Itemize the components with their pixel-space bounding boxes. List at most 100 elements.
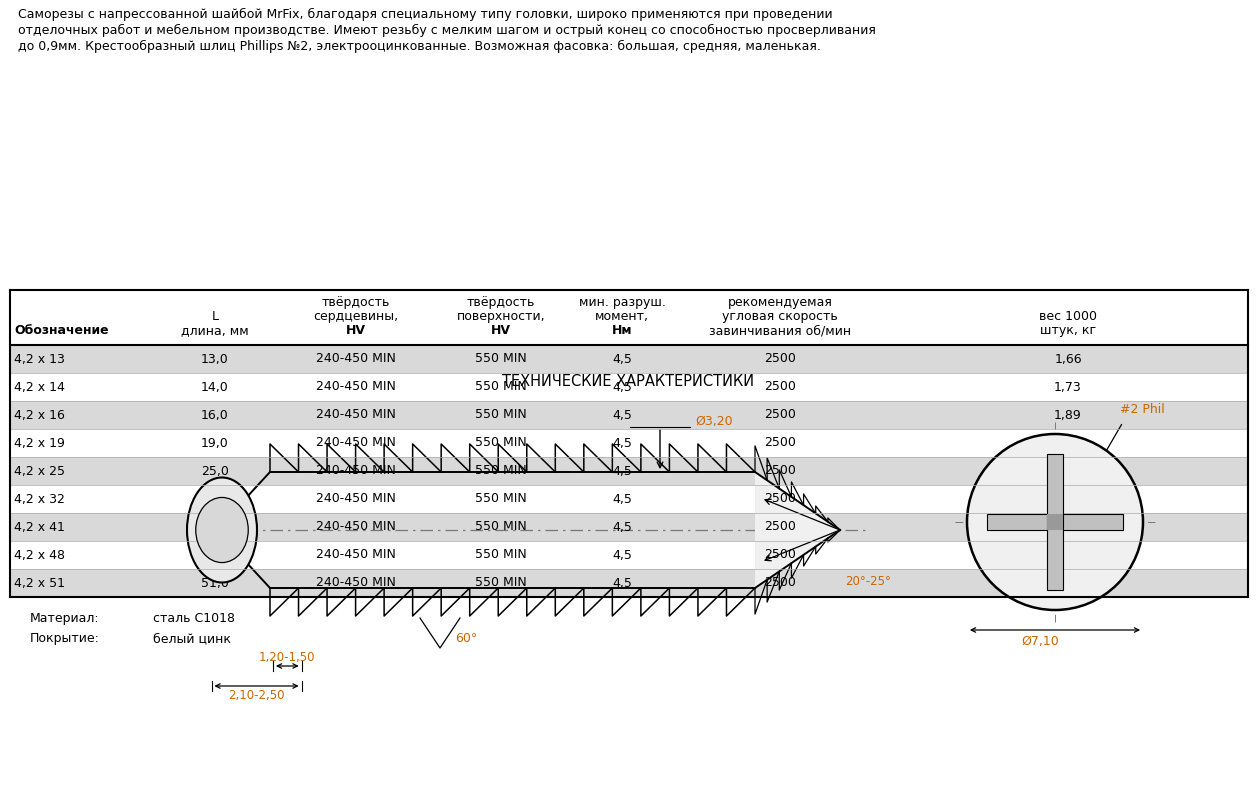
Text: 240-450 MIN: 240-450 MIN — [317, 437, 396, 450]
Text: HV: HV — [491, 324, 511, 337]
Ellipse shape — [187, 477, 257, 582]
Text: 4,5: 4,5 — [612, 408, 632, 422]
Text: 4,2 х 19: 4,2 х 19 — [14, 437, 65, 450]
Bar — [1048, 514, 1063, 530]
Text: 4,2 х 51: 4,2 х 51 — [14, 577, 65, 589]
Text: 4,2 х 41: 4,2 х 41 — [14, 521, 65, 533]
Text: 19,0: 19,0 — [201, 437, 229, 450]
Polygon shape — [10, 429, 1248, 457]
Text: 4,2 х 25: 4,2 х 25 — [14, 465, 65, 477]
Text: 4,5: 4,5 — [612, 381, 632, 393]
Text: 2500: 2500 — [764, 548, 796, 562]
Polygon shape — [10, 569, 1248, 597]
Text: Покрытие:: Покрытие: — [30, 632, 100, 645]
Text: 550 MIN: 550 MIN — [475, 381, 526, 393]
Text: 1,66: 1,66 — [1054, 352, 1081, 366]
Text: 550 MIN: 550 MIN — [475, 521, 526, 533]
Text: твёрдость: твёрдость — [467, 296, 535, 309]
Text: 1,20-1,50: 1,20-1,50 — [259, 651, 315, 664]
Polygon shape — [10, 345, 1248, 373]
Text: угловая скорость: угловая скорость — [722, 310, 838, 323]
Text: Материал:: Материал: — [30, 612, 99, 625]
Text: 4,2 х 16: 4,2 х 16 — [14, 408, 65, 422]
Text: мин. разруш.: мин. разруш. — [579, 296, 666, 309]
Polygon shape — [10, 290, 1248, 345]
Text: сталь С1018: сталь С1018 — [153, 612, 235, 625]
Text: момент,: момент, — [595, 310, 649, 323]
Text: 25,0: 25,0 — [201, 465, 229, 477]
Text: #2 Phil: #2 Phil — [1120, 403, 1164, 416]
Text: сердцевины,: сердцевины, — [314, 310, 398, 323]
Polygon shape — [270, 472, 755, 588]
Text: рекомендуемая: рекомендуемая — [727, 296, 833, 309]
Text: 2500: 2500 — [764, 437, 796, 450]
Text: 4,5: 4,5 — [612, 577, 632, 589]
Text: 2500: 2500 — [764, 492, 796, 506]
Text: 550 MIN: 550 MIN — [475, 577, 526, 589]
Text: 2500: 2500 — [764, 465, 796, 477]
Text: Саморезы с напрессованной шайбой MrFix, благодаря специальному типу головки, шир: Саморезы с напрессованной шайбой MrFix, … — [18, 8, 833, 21]
Text: 240-450 MIN: 240-450 MIN — [317, 577, 396, 589]
Text: 32,0: 32,0 — [201, 492, 229, 506]
Text: Ø3,20: Ø3,20 — [695, 416, 732, 428]
Text: 240-450 MIN: 240-450 MIN — [317, 521, 396, 533]
Text: 4,5: 4,5 — [612, 437, 632, 450]
Text: 4,2 х 32: 4,2 х 32 — [14, 492, 65, 506]
Text: 4,5: 4,5 — [612, 548, 632, 562]
Text: 550 MIN: 550 MIN — [475, 465, 526, 477]
Text: 550 MIN: 550 MIN — [475, 492, 526, 506]
Polygon shape — [10, 541, 1248, 569]
Text: 2,10-2,50: 2,10-2,50 — [229, 689, 285, 702]
Text: 2,45: 2,45 — [1054, 465, 1081, 477]
Text: 2,87: 2,87 — [1054, 492, 1081, 506]
Text: 240-450 MIN: 240-450 MIN — [317, 381, 396, 393]
Ellipse shape — [196, 498, 249, 562]
Text: 14,0: 14,0 — [201, 381, 229, 393]
Text: L: L — [211, 310, 219, 323]
Text: 4,2 х 48: 4,2 х 48 — [14, 548, 65, 562]
Text: 20°-25°: 20°-25° — [845, 575, 891, 588]
Text: ТЕХНИЧЕСКИЕ ХАРАКТЕРИСТИКИ: ТЕХНИЧЕСКИЕ ХАРАКТЕРИСТИКИ — [502, 374, 754, 389]
Text: 41,0: 41,0 — [201, 521, 229, 533]
Text: 16,0: 16,0 — [201, 408, 229, 422]
Text: 51,0: 51,0 — [201, 577, 229, 589]
Text: 48,0: 48,0 — [201, 548, 229, 562]
Text: 4,2 х 13: 4,2 х 13 — [14, 352, 65, 366]
Text: отделочных работ и мебельном производстве. Имеют резьбу с мелким шагом и острый : отделочных работ и мебельном производств… — [18, 24, 875, 37]
Text: 1,73: 1,73 — [1054, 381, 1081, 393]
Text: HV: HV — [345, 324, 365, 337]
Circle shape — [967, 434, 1143, 610]
Text: длина, мм: длина, мм — [181, 324, 249, 337]
Text: Ø7,10: Ø7,10 — [1021, 635, 1059, 648]
Polygon shape — [10, 485, 1248, 513]
Text: 4,5: 4,5 — [612, 521, 632, 533]
Text: 2500: 2500 — [764, 577, 796, 589]
Text: 4,2 х 14: 4,2 х 14 — [14, 381, 65, 393]
Polygon shape — [10, 401, 1248, 429]
Text: до 0,9мм. Крестообразный шлиц Phillips №2, электрооцинкованные. Возможная фасовк: до 0,9мм. Крестообразный шлиц Phillips №… — [18, 40, 821, 53]
Polygon shape — [755, 472, 840, 588]
Text: 60°: 60° — [455, 633, 477, 645]
Text: 240-450 MIN: 240-450 MIN — [317, 408, 396, 422]
Text: 3,60: 3,60 — [1054, 521, 1081, 533]
Text: вес 1000: вес 1000 — [1039, 310, 1096, 323]
Text: 2,04: 2,04 — [1054, 437, 1081, 450]
Text: 240-450 MIN: 240-450 MIN — [317, 492, 396, 506]
Text: твёрдость: твёрдость — [322, 296, 391, 309]
Text: Нм: Нм — [612, 324, 632, 337]
FancyBboxPatch shape — [1048, 454, 1063, 590]
Text: 1,89: 1,89 — [1054, 408, 1081, 422]
Text: завинчивания об/мин: завинчивания об/мин — [708, 324, 852, 337]
Text: 550 MIN: 550 MIN — [475, 548, 526, 562]
Text: 240-450 MIN: 240-450 MIN — [317, 352, 396, 366]
Text: 2500: 2500 — [764, 381, 796, 393]
Text: Обозначение: Обозначение — [14, 324, 108, 337]
Text: 2500: 2500 — [764, 408, 796, 422]
Polygon shape — [10, 457, 1248, 485]
Text: штук, кг: штук, кг — [1040, 324, 1096, 337]
Text: 13,0: 13,0 — [201, 352, 229, 366]
Text: 240-450 MIN: 240-450 MIN — [317, 465, 396, 477]
Text: 2500: 2500 — [764, 352, 796, 366]
Text: 550 MIN: 550 MIN — [475, 408, 526, 422]
Text: 3,87: 3,87 — [1054, 577, 1081, 589]
